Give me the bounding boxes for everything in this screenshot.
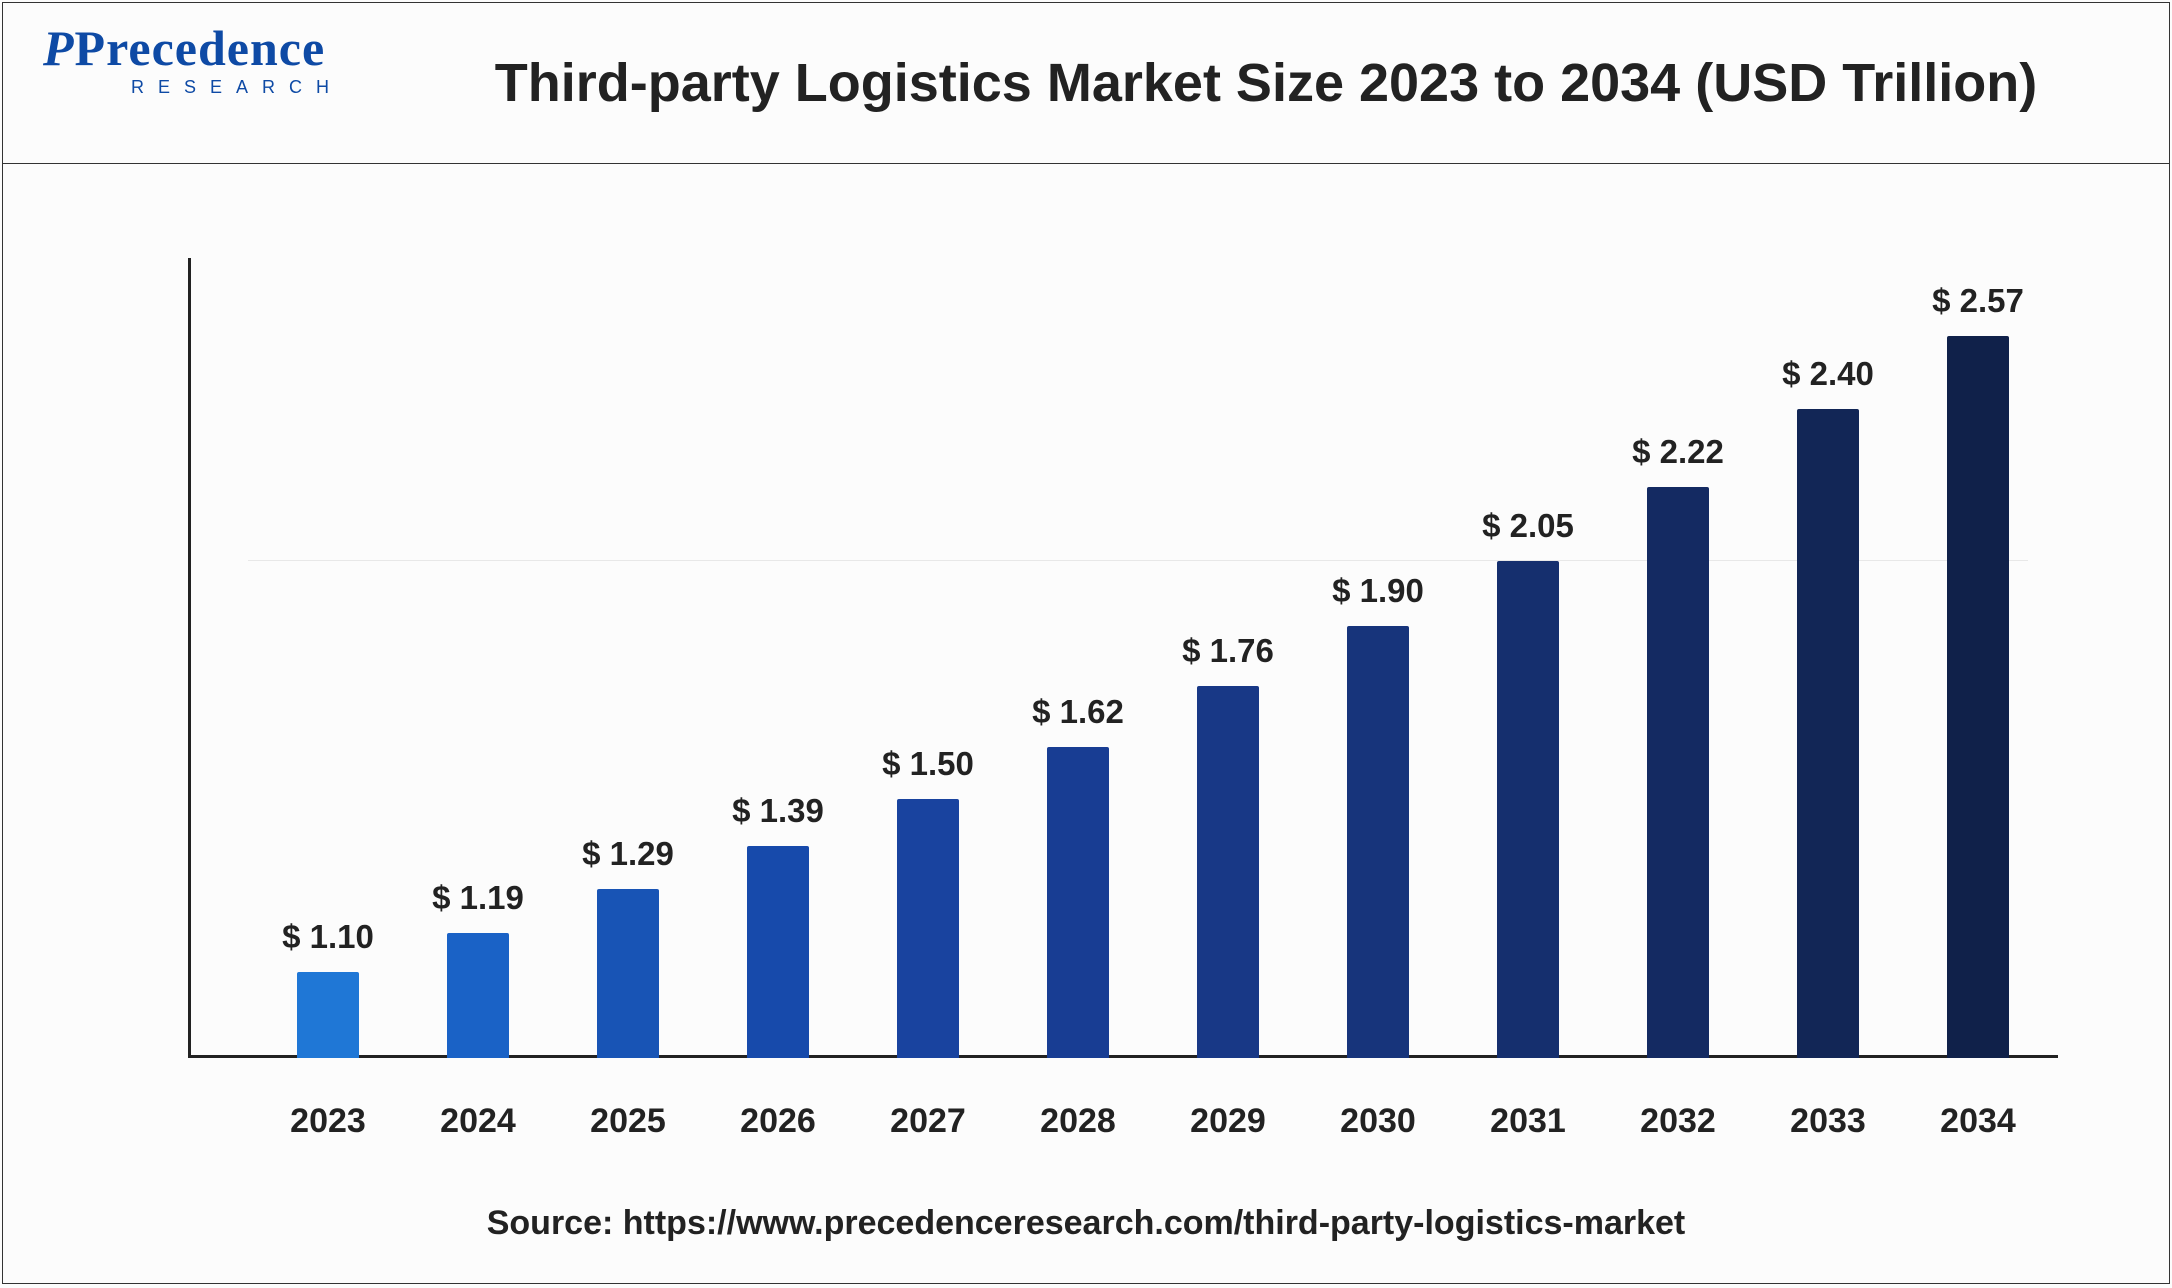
bar [1197, 686, 1259, 1058]
bar-value-label: $ 2.22 [1632, 433, 1724, 471]
bar [1647, 487, 1709, 1058]
bar-value-label: $ 1.62 [1032, 693, 1124, 731]
bar [747, 846, 809, 1058]
bar [1947, 336, 2009, 1058]
bar-value-label: $ 2.57 [1932, 282, 2024, 320]
plot-area: $ 1.102023$ 1.192024$ 1.292025$ 1.392026… [188, 258, 2058, 1058]
bar [1497, 561, 1559, 1058]
bar-category-label: 2028 [1040, 1102, 1116, 1141]
brand-tag: RESEARCH [43, 77, 363, 98]
bar [1047, 747, 1109, 1058]
bar-category-label: 2026 [740, 1102, 816, 1141]
source-label: Source: https://www.precedenceresearch.c… [3, 1204, 2169, 1243]
bar-value-label: $ 2.40 [1782, 355, 1874, 393]
brand-logo: PPrecedence RESEARCH [43, 25, 363, 98]
bar-category-label: 2029 [1190, 1102, 1266, 1141]
bar [897, 799, 959, 1058]
bar [1347, 626, 1409, 1058]
bar-category-label: 2027 [890, 1102, 966, 1141]
bar-category-label: 2023 [290, 1102, 366, 1141]
brand-text: Precedence [75, 20, 326, 76]
bar-value-label: $ 1.19 [432, 879, 524, 917]
bar [297, 972, 359, 1058]
bar-category-label: 2030 [1340, 1102, 1416, 1141]
bar-category-label: 2033 [1790, 1102, 1866, 1141]
bar [447, 933, 509, 1058]
bar-category-label: 2025 [590, 1102, 666, 1141]
brand-name: PPrecedence [43, 25, 363, 73]
bar-value-label: $ 1.39 [732, 792, 824, 830]
chart-frame: PPrecedence RESEARCH Third-party Logisti… [2, 2, 2170, 1284]
bar-value-label: $ 1.10 [282, 918, 374, 956]
bar [1797, 409, 1859, 1058]
bars-container: $ 1.102023$ 1.192024$ 1.292025$ 1.392026… [188, 258, 2058, 1058]
bar-category-label: 2034 [1940, 1102, 2016, 1141]
bar-category-label: 2031 [1490, 1102, 1566, 1141]
bar-value-label: $ 1.76 [1182, 632, 1274, 670]
bar [597, 889, 659, 1058]
bar-category-label: 2032 [1640, 1102, 1716, 1141]
bar-value-label: $ 2.05 [1482, 507, 1574, 545]
bar-value-label: $ 1.50 [882, 745, 974, 783]
bar-category-label: 2024 [440, 1102, 516, 1141]
bar-value-label: $ 1.29 [582, 835, 674, 873]
header: PPrecedence RESEARCH Third-party Logisti… [3, 3, 2169, 164]
bar-value-label: $ 1.90 [1332, 572, 1424, 610]
chart-title: Third-party Logistics Market Size 2023 t… [403, 3, 2129, 163]
